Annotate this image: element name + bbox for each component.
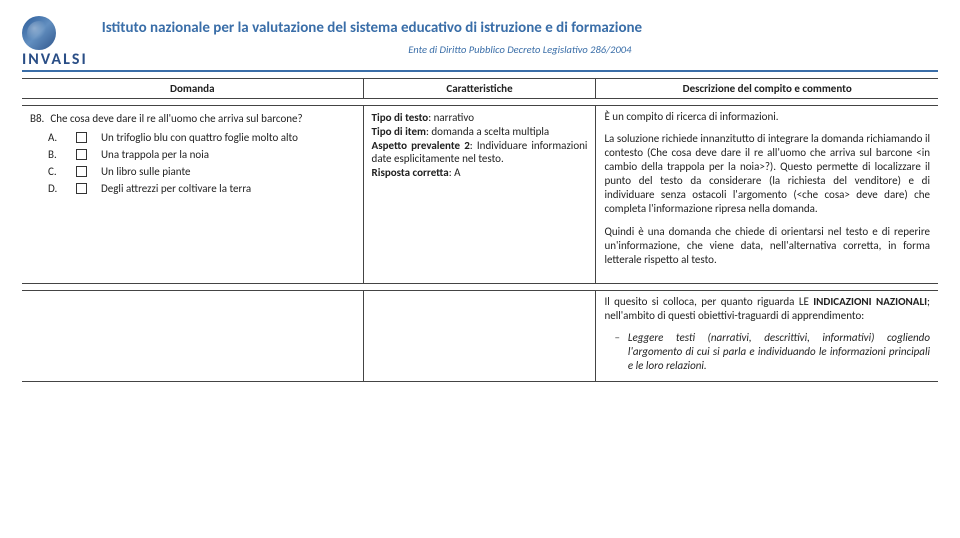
domanda-cell: B8. Che cosa deve dare il re all'uomo ch… [22,106,364,284]
table-row: Il quesito si colloca, per quanto riguar… [22,290,938,382]
option-label: Degli attrezzi per coltivare la terra [101,182,355,195]
option-letter: A. [48,131,62,144]
checkbox-icon[interactable] [76,149,87,160]
option-letter: B. [48,148,62,161]
logo-block: INVALSI [22,16,88,68]
tipo-testo-value: : narrativo [428,111,474,124]
table-header-row: Domanda Caratteristiche Descrizione del … [22,78,938,99]
descrizione-cell: È un compito di ricerca di informazioni.… [596,106,938,284]
option-b: B. Una trappola per la noia [48,148,355,161]
desc-p1: È un compito di ricerca di informazioni. [604,110,930,124]
globe-icon [22,16,56,50]
bullet-text: Leggere testi (narrativi, descrittivi, i… [628,331,930,373]
checkbox-icon[interactable] [76,166,87,177]
option-d: D. Degli attrezzi per coltivare la terra [48,182,355,195]
checkbox-icon[interactable] [76,132,87,143]
option-label: Un trifoglio blu con quattro foglie molt… [101,131,355,144]
checkbox-icon[interactable] [76,183,87,194]
option-label: Una trappola per la noia [101,148,355,161]
logo-text: INVALSI [22,52,88,68]
col-descrizione-header: Descrizione del compito e commento [596,79,938,99]
options-list: A. Un trifoglio blu con quattro foglie m… [30,131,355,195]
document-page: INVALSI Istituto nazionale per la valuta… [0,0,960,382]
col-caratteristiche-header: Caratteristiche [364,79,597,99]
option-label: Un libro sulle piante [101,165,355,178]
tipo-item-label: Tipo di item [372,125,426,138]
caratteristiche-cell: Tipo di testo: narrativo Tipo di item: d… [364,106,597,284]
tipo-item-value: : domanda a scelta multipla [426,125,549,138]
option-c: C. Un libro sulle piante [48,165,355,178]
question-number: B8. [30,112,44,125]
option-letter: D. [48,182,62,195]
institute-subtitle: Ente di Diritto Pubblico Decreto Legisla… [102,43,938,56]
institute-title: Istituto nazionale per la valutazione de… [102,20,938,37]
indic-p4b: INDICAZIONI NAZIONALI [813,295,927,308]
question-text: Che cosa deve dare il re all'uomo che ar… [50,112,302,125]
question-line: B8. Che cosa deve dare il re all'uomo ch… [30,112,355,125]
desc-p2: La soluzione richiede innanzitutto di in… [604,132,930,216]
desc-p3: Quindi è una domanda che chiede di orien… [604,225,930,267]
tipo-testo-label: Tipo di testo [372,111,429,124]
dash-icon: – [614,331,619,373]
aspetto-label: Aspetto prevalente 2 [372,139,470,152]
document-header: INVALSI Istituto nazionale per la valuta… [22,16,938,72]
empty-cell [364,291,597,382]
empty-cell [22,291,364,382]
indicazioni-cell: Il quesito si colloca, per quanto riguar… [596,291,938,382]
table-row: B8. Che cosa deve dare il re all'uomo ch… [22,105,938,284]
col-domanda-header: Domanda [22,79,364,99]
risposta-label: Risposta corretta [372,166,449,179]
option-a: A. Un trifoglio blu con quattro foglie m… [48,131,355,144]
header-titles: Istituto nazionale per la valutazione de… [102,16,938,56]
bullet-row: – Leggere testi (narrativi, descrittivi,… [614,331,930,373]
indic-intro: Il quesito si colloca, per quanto riguar… [604,295,930,323]
option-letter: C. [48,165,62,178]
indic-p4a: Il quesito si colloca, per quanto riguar… [604,295,813,308]
risposta-value: : A [449,166,461,179]
